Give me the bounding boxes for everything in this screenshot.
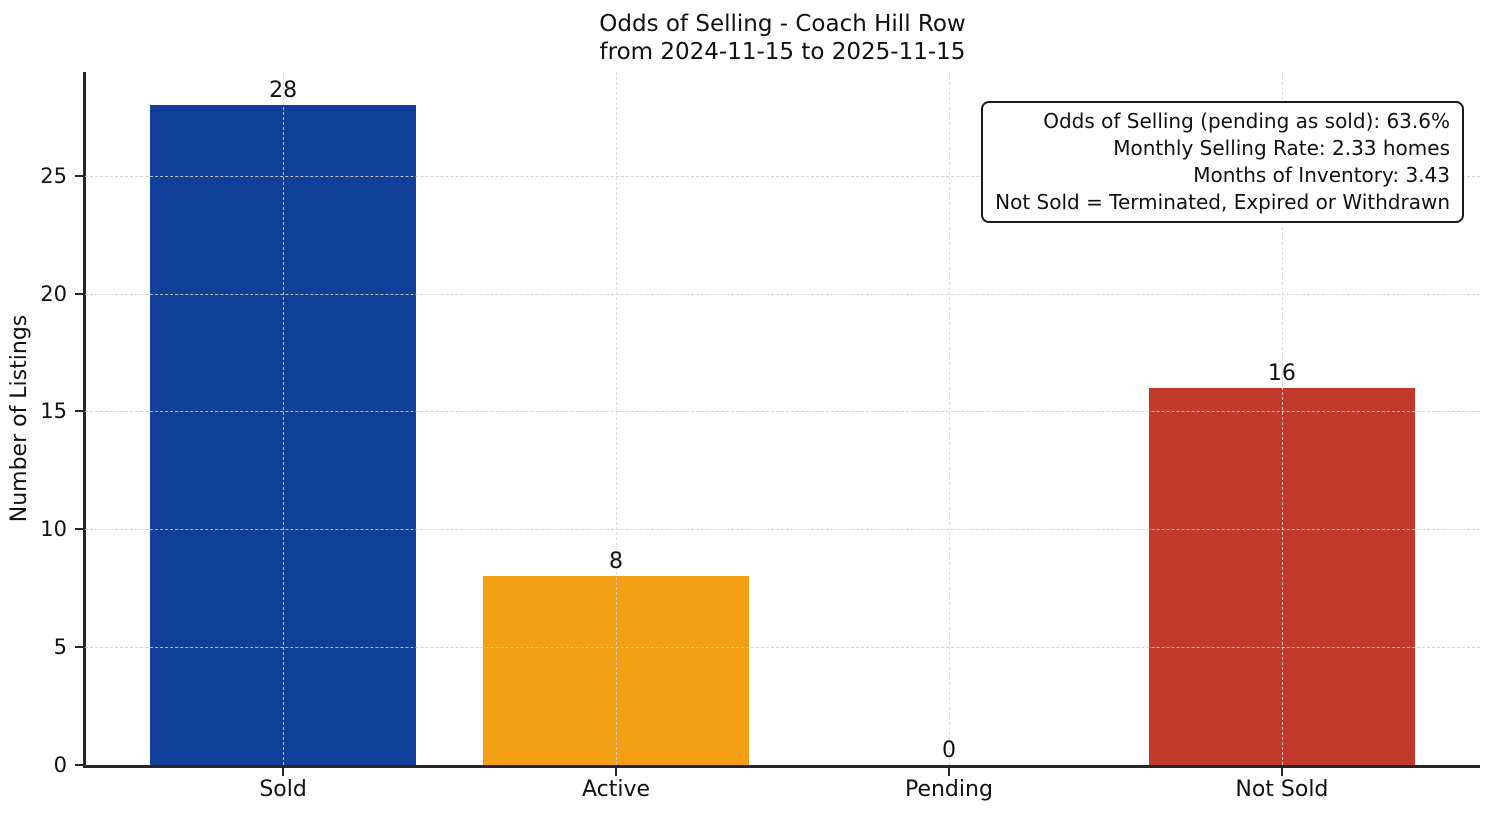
x-tick-mark-pending xyxy=(947,767,950,776)
y-tick-mark-10 xyxy=(75,528,83,531)
annotation-line-monthly-rate: Monthly Selling Rate: 2.33 homes xyxy=(1113,136,1450,160)
y-tick-mark-25 xyxy=(75,174,83,177)
y-axis-spine xyxy=(83,72,86,767)
chart-title: Odds of Selling - Coach Hill Row xyxy=(599,11,966,37)
y-tick-label-15: 15 xyxy=(40,399,67,424)
y-tick-label-0: 0 xyxy=(53,753,67,777)
chart-subtitle: from 2024-11-15 to 2025-11-15 xyxy=(599,39,966,65)
annotation-line-odds: Odds of Selling (pending as sold): 63.6% xyxy=(1043,109,1450,133)
x-tick-label-pending: Pending xyxy=(904,777,993,802)
x-tick-mark-sold xyxy=(282,767,285,776)
y-tick-mark-5 xyxy=(75,646,83,649)
x-tick-mark-active xyxy=(615,767,618,776)
x-tick-label-active: Active xyxy=(582,777,651,802)
x-tick-label-sold: Sold xyxy=(259,777,307,802)
gridline-horizontal xyxy=(85,293,1480,295)
x-tick-mark-not-sold xyxy=(1280,767,1283,776)
y-tick-mark-15 xyxy=(75,410,83,413)
x-tick-label-not-sold: Not Sold xyxy=(1235,777,1329,802)
y-tick-mark-0 xyxy=(75,764,83,766)
gridline-horizontal xyxy=(85,647,1480,649)
x-axis-spine xyxy=(83,765,1480,768)
gridline-horizontal xyxy=(85,175,1480,177)
chart-title-block: Odds of Selling - Coach Hill Row from 20… xyxy=(85,10,1480,66)
gridline-horizontal xyxy=(85,411,1480,413)
y-tick-label-20: 20 xyxy=(40,281,67,306)
gridline-vertical xyxy=(1281,72,1283,765)
annotation-line-months-inventory: Months of Inventory: 3.43 xyxy=(1193,163,1450,187)
bar-value-label-pending: 0 xyxy=(941,738,956,763)
gridline-vertical xyxy=(616,72,618,765)
annotation-box: Odds of Selling (pending as sold): 63.6%… xyxy=(981,101,1464,223)
bar-active xyxy=(482,576,750,765)
y-tick-label-10: 10 xyxy=(40,517,67,542)
annotation-line-not-sold-definition: Not Sold = Terminated, Expired or Withdr… xyxy=(995,190,1450,214)
bar-value-label-active: 8 xyxy=(609,549,624,575)
y-tick-label-25: 25 xyxy=(40,163,67,188)
gridline-horizontal xyxy=(85,529,1480,531)
gridline-vertical xyxy=(948,72,950,765)
bar-value-label-sold: 28 xyxy=(269,78,298,103)
y-tick-mark-20 xyxy=(75,292,83,295)
y-tick-label-5: 5 xyxy=(53,635,67,660)
bar-value-label-not-sold: 16 xyxy=(1267,360,1296,386)
gridline-vertical xyxy=(283,72,285,765)
plot-area: 28 8 0 16 Sold Active Pending Not Sold 0 5 10 15 20 2… xyxy=(40,72,1480,802)
